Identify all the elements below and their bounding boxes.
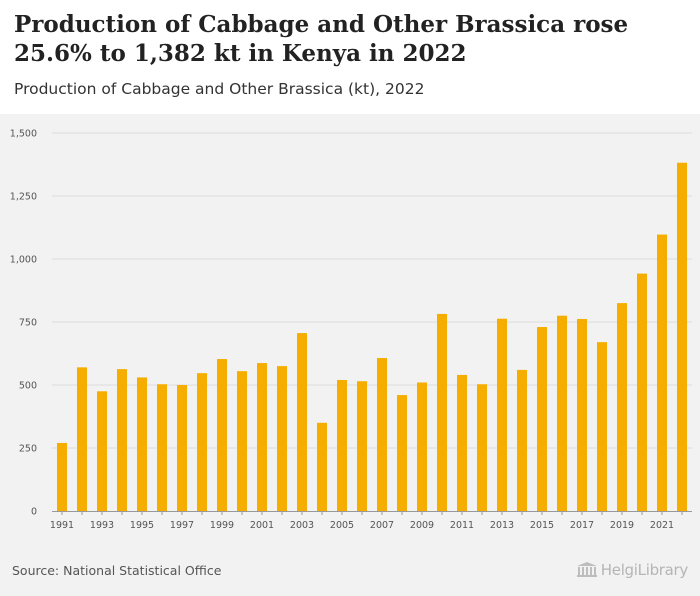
bar-2015: [537, 327, 547, 511]
x-tick-label: 1995: [130, 520, 154, 531]
header: Production of Cabbage and Other Brassica…: [0, 0, 700, 114]
bar-2001: [257, 363, 267, 511]
y-tick-label: 1,500: [10, 129, 37, 140]
bar-1995: [137, 377, 147, 511]
bar-2011: [457, 374, 467, 511]
bar-1997: [177, 385, 187, 511]
bar-1992: [77, 367, 87, 511]
x-tick-label: 2005: [330, 520, 354, 531]
page-title: Production of Cabbage and Other Brassica…: [14, 11, 629, 67]
bar-2006: [357, 381, 367, 511]
y-tick-label: 1,250: [10, 192, 37, 203]
x-axis-ticks: 1991 1993 1995 1997 1999 2001 2003 2005 2007 2009…: [50, 511, 683, 531]
x-tick-label: 2011: [450, 520, 474, 531]
x-tick-label: 1997: [170, 520, 194, 531]
library-building-icon: [576, 562, 597, 577]
y-tick-label: 1,000: [10, 255, 37, 266]
bar-2013: [497, 318, 507, 511]
bar-2009: [417, 382, 427, 511]
bar-2007: [377, 358, 387, 511]
bar-2004: [317, 422, 327, 511]
bar-1994: [117, 369, 127, 511]
bars: [57, 162, 687, 511]
bar-2016: [557, 315, 567, 511]
x-tick-label: 2021: [650, 520, 674, 531]
y-tick-label: 250: [19, 444, 37, 455]
bar-2022: [677, 162, 687, 511]
x-tick-label: 2001: [250, 520, 274, 531]
bar-2005: [337, 379, 347, 511]
bar-2000: [237, 371, 247, 511]
bar-2012: [477, 384, 487, 511]
chart-subtitle: Production of Cabbage and Other Brassica…: [14, 80, 425, 98]
bar-2017: [577, 318, 587, 511]
y-tick-label: 750: [19, 318, 37, 329]
x-tick-label: 2015: [530, 520, 554, 531]
x-tick-label: 2017: [570, 520, 594, 531]
bar-1999: [217, 359, 227, 511]
y-tick-label: 0: [31, 507, 37, 518]
helgi-library-logo[interactable]: HelgiLibrary: [576, 561, 688, 579]
bar-1991: [57, 442, 67, 511]
bar-2014: [517, 369, 527, 511]
bar-2020: [637, 273, 647, 511]
y-tick-label: 500: [19, 381, 37, 392]
y-axis-ticks: 0 250 500 750 1,000 1,250 1,500: [10, 129, 37, 518]
bar-2018: [597, 342, 607, 511]
bar-2008: [397, 395, 407, 511]
x-tick-label: 1999: [210, 520, 234, 531]
bar-1993: [97, 391, 107, 511]
grid-lines: [52, 132, 692, 449]
bar-2019: [617, 303, 627, 511]
x-tick-label: 2007: [370, 520, 394, 531]
bar-2010: [437, 313, 447, 511]
bar-1996: [157, 384, 167, 511]
source-note: Source: National Statistical Office: [12, 563, 222, 578]
bar-2003: [297, 333, 307, 511]
x-tick-label: 2013: [490, 520, 514, 531]
x-tick-label: 1993: [90, 520, 114, 531]
bar-2021: [657, 234, 667, 511]
x-tick-label: 1991: [50, 520, 74, 531]
logo-text: HelgiLibrary: [600, 561, 689, 579]
x-tick-label: 2009: [410, 520, 434, 531]
x-tick-label: 2003: [290, 520, 314, 531]
x-tick-label: 2019: [610, 520, 634, 531]
bar-1998: [197, 373, 207, 511]
bar-2002: [277, 366, 287, 511]
